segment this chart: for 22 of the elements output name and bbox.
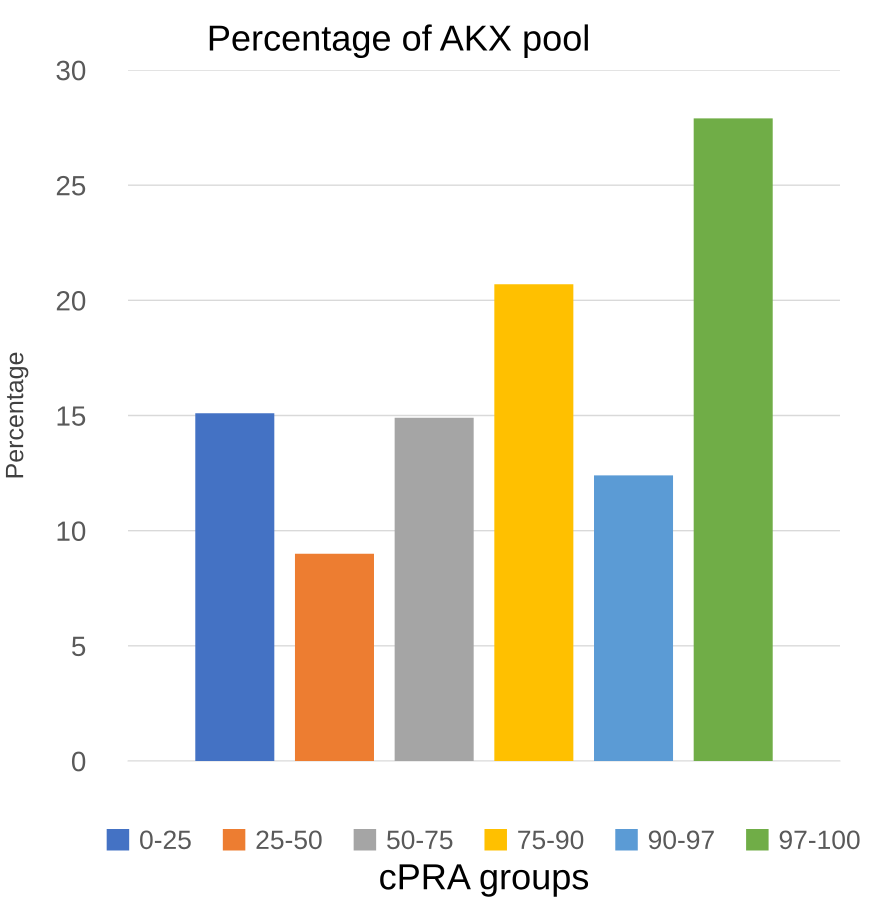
y-tick-label: 10 (58, 521, 86, 542)
bar (694, 118, 773, 761)
y-tick-label: 20 (56, 291, 86, 311)
bar (494, 284, 574, 761)
x-axis-title: cPRA groups (380, 864, 588, 897)
y-tick-label: 15 (58, 406, 86, 426)
y-tick-label: 25 (56, 176, 86, 196)
bar (294, 554, 374, 761)
legend-label: 75-90 (518, 830, 584, 850)
y-tick-label: 5 (72, 636, 86, 656)
y-tick-label: 0 (72, 752, 86, 772)
y-tick-label: 30 (56, 60, 86, 80)
bar (594, 475, 674, 761)
legend-label: 50-75 (387, 830, 452, 850)
y-axis-title: Percentage (6, 352, 28, 478)
chart-title: Percentage of AKX pool (210, 24, 588, 58)
legend-label: 97-100 (780, 830, 860, 850)
legend-label: 90-97 (648, 830, 714, 850)
legend-label: 0-25 (140, 830, 191, 850)
legend-label: 25-50 (256, 830, 322, 850)
bar (394, 418, 474, 761)
bar (195, 413, 274, 761)
